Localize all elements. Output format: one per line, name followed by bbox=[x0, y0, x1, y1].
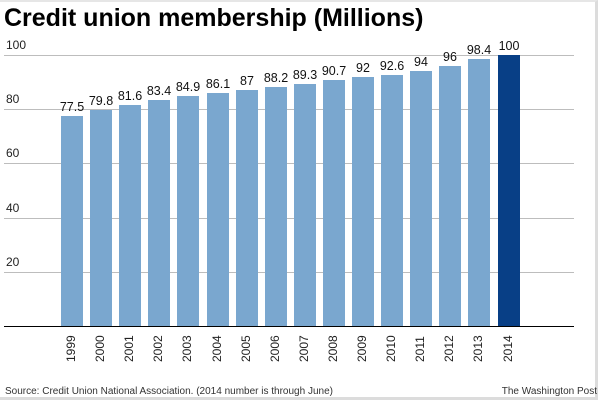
x-tick-label: 2006 bbox=[268, 335, 282, 362]
x-tick-label: 2000 bbox=[93, 335, 107, 362]
x-tick-label: 2001 bbox=[122, 335, 136, 362]
y-tick-label: 20 bbox=[6, 255, 20, 269]
y-tick-label: 60 bbox=[6, 146, 20, 160]
bar-2011 bbox=[410, 71, 432, 326]
gridline-80 bbox=[4, 109, 574, 110]
x-tick-label: 2009 bbox=[355, 335, 369, 362]
bar-value-label: 94 bbox=[414, 55, 428, 69]
bar-value-label: 79.8 bbox=[88, 94, 114, 108]
bar-value-label: 92.6 bbox=[379, 59, 405, 73]
x-tick-label: 2003 bbox=[180, 335, 194, 362]
bar-value-label: 87 bbox=[240, 74, 254, 88]
x-tick-label: 1999 bbox=[64, 335, 78, 362]
y-tick-label: 80 bbox=[6, 92, 20, 106]
x-tick-label: 2012 bbox=[442, 335, 456, 362]
bar-value-label: 92 bbox=[356, 61, 370, 75]
gridline-100 bbox=[4, 55, 574, 56]
x-tick-label: 2014 bbox=[501, 335, 515, 362]
bar-value-label: 86.1 bbox=[205, 77, 231, 91]
bar-2000 bbox=[90, 110, 112, 326]
bar-value-label: 89.3 bbox=[292, 68, 318, 82]
x-tick-label: 2008 bbox=[326, 335, 340, 362]
x-tick-label: 2010 bbox=[384, 335, 398, 362]
bar-2006 bbox=[265, 87, 287, 326]
bar-2001 bbox=[119, 105, 141, 326]
source-note: Source: Credit Union National Associatio… bbox=[5, 386, 333, 397]
bar-value-label: 90.7 bbox=[321, 64, 347, 78]
gridline-20 bbox=[4, 272, 574, 273]
bar-value-label: 83.4 bbox=[146, 84, 172, 98]
bar-2010 bbox=[381, 75, 403, 326]
chart-title: Credit union membership (Millions) bbox=[4, 4, 424, 32]
x-tick-label: 2002 bbox=[151, 335, 165, 362]
bar-value-label: 81.6 bbox=[117, 89, 143, 103]
bar-2003 bbox=[177, 96, 199, 326]
gridline-40 bbox=[4, 218, 574, 219]
x-tick-label: 2005 bbox=[239, 335, 253, 362]
y-tick-label: 40 bbox=[6, 201, 20, 215]
bar-2014 bbox=[498, 55, 520, 326]
x-axis-line bbox=[4, 326, 574, 327]
bar-2007 bbox=[294, 84, 316, 326]
bar-value-label: 88.2 bbox=[263, 71, 289, 85]
x-tick-label: 2004 bbox=[210, 335, 224, 362]
bar-value-label: 77.5 bbox=[59, 100, 85, 114]
y-tick-label: 100 bbox=[6, 38, 27, 52]
bar-2009 bbox=[352, 77, 374, 326]
bar-2004 bbox=[207, 93, 229, 326]
bar-value-label: 96 bbox=[443, 50, 457, 64]
x-tick-label: 2011 bbox=[413, 336, 427, 362]
bar-value-label: 84.9 bbox=[175, 80, 201, 94]
bar-value-label: 100 bbox=[498, 39, 520, 53]
bar-2008 bbox=[323, 80, 345, 326]
bar-2002 bbox=[148, 100, 170, 326]
x-tick-label: 2007 bbox=[297, 335, 311, 362]
bar-2013 bbox=[468, 59, 490, 326]
bar-1999 bbox=[61, 116, 83, 326]
publisher-credit: The Washington Post bbox=[501, 386, 597, 397]
bar-2012 bbox=[439, 66, 461, 326]
gridline-60 bbox=[4, 163, 574, 164]
x-tick-label: 2013 bbox=[471, 335, 485, 362]
bar-value-label: 98.4 bbox=[466, 43, 492, 57]
bar-2005 bbox=[236, 90, 258, 326]
